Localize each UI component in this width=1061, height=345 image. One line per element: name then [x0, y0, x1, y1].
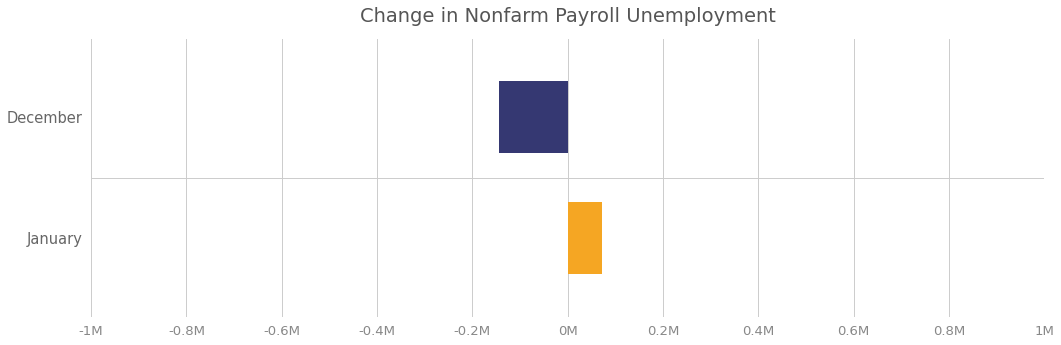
Title: Change in Nonfarm Payroll Unemployment: Change in Nonfarm Payroll Unemployment: [360, 7, 776, 26]
Bar: [568, 202, 603, 274]
Bar: [500, 81, 568, 154]
